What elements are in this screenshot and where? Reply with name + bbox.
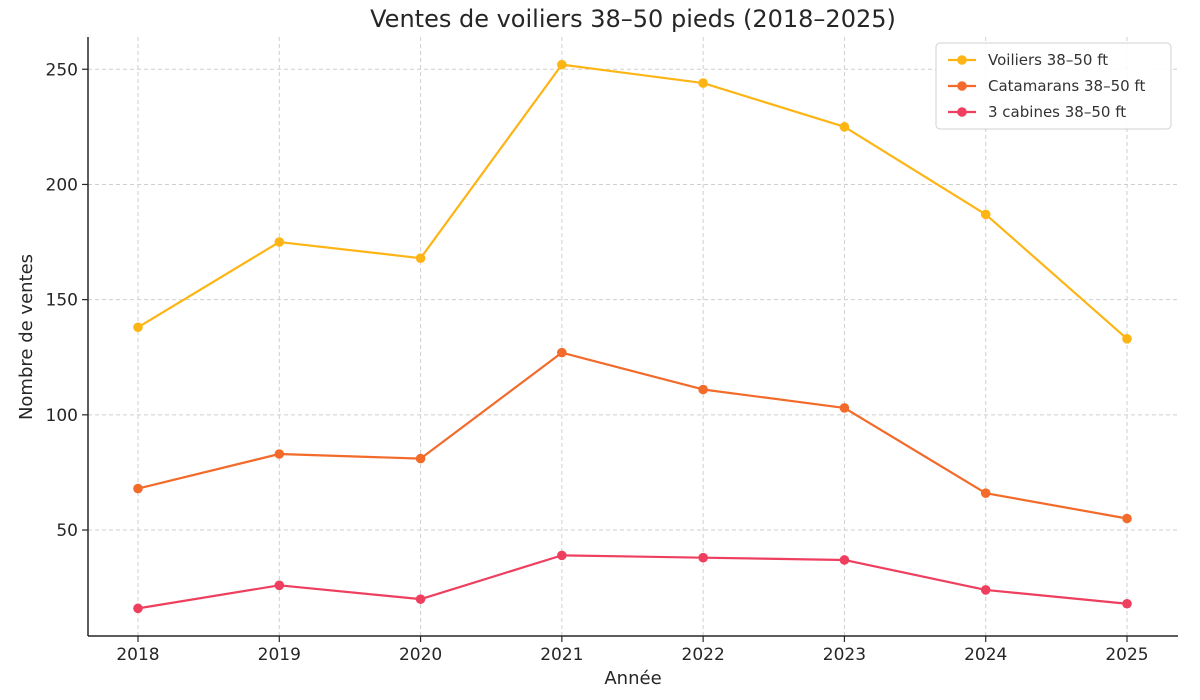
series-group [133, 59, 1132, 344]
legend-label: 3 cabines 38–50 ft [988, 103, 1126, 121]
series-line [137, 554, 1128, 610]
y-tick-label: 100 [46, 406, 78, 426]
data-point [274, 237, 285, 247]
data-point [980, 585, 991, 595]
data-point [557, 550, 567, 561]
data-point [133, 322, 143, 333]
data-point [698, 552, 708, 563]
y-tick-label: 250 [46, 60, 78, 80]
x-tick-label: 2023 [823, 645, 866, 665]
x-tick-label: 2024 [964, 645, 1007, 665]
y-tick-label: 200 [46, 175, 78, 195]
series-line [137, 63, 1128, 340]
data-point [839, 122, 850, 132]
data-point [133, 603, 143, 614]
data-point [557, 59, 567, 70]
data-point [1122, 598, 1132, 609]
x-tick-label: 2020 [399, 645, 442, 665]
data-point [839, 403, 850, 413]
data-point [698, 78, 708, 88]
legend: Voiliers 38–50 ft Catamarans 38–50 ft 3 ca… [935, 42, 1172, 130]
legend-label: Catamarans 38–50 ft [988, 77, 1145, 95]
x-tick-label: 2025 [1105, 645, 1148, 665]
data-point [839, 555, 850, 565]
data-point [557, 347, 567, 358]
data-point [980, 488, 991, 498]
x-tick-label: 2018 [116, 645, 159, 665]
grid [88, 37, 1178, 636]
y-tick-label: 150 [46, 291, 78, 311]
data-point [1122, 513, 1132, 524]
x-tick-label: 2022 [682, 645, 725, 665]
series-group [133, 550, 1132, 614]
data-point [274, 580, 285, 591]
x-tick-label: 2021 [540, 645, 583, 665]
legend-entry: 3 cabines 38–50 ft [948, 103, 1126, 121]
data-point [274, 449, 285, 459]
y-tick-label: 50 [56, 521, 78, 541]
x-tick-label: 2019 [258, 645, 301, 665]
series-group [133, 347, 1132, 524]
legend-swatch-marker [957, 55, 967, 65]
legend-label: Voiliers 38–50 ft [988, 51, 1108, 69]
data-point [415, 253, 426, 263]
legend-swatch-marker [957, 107, 967, 117]
series-layer [133, 59, 1132, 614]
series-line [137, 351, 1128, 520]
data-point [415, 453, 426, 464]
legend-entry: Voiliers 38–50 ft [948, 51, 1108, 69]
data-point [1122, 334, 1132, 344]
y-axis-label: Nombre de ventes [16, 254, 37, 420]
chart-title: Ventes de voiliers 38–50 pieds (2018–202… [370, 5, 896, 33]
data-point [980, 209, 991, 220]
data-point [133, 483, 143, 494]
axes: 2018 2019 2020 2021 2022 2023 2024 2025 50 100 150… [46, 37, 1178, 665]
legend-swatch-marker [957, 81, 967, 91]
legend-entry: Catamarans 38–50 ft [948, 77, 1145, 95]
legend-frame [935, 42, 1172, 130]
x-axis-label: Année [604, 668, 661, 689]
data-point [698, 384, 708, 395]
data-point [415, 594, 426, 604]
